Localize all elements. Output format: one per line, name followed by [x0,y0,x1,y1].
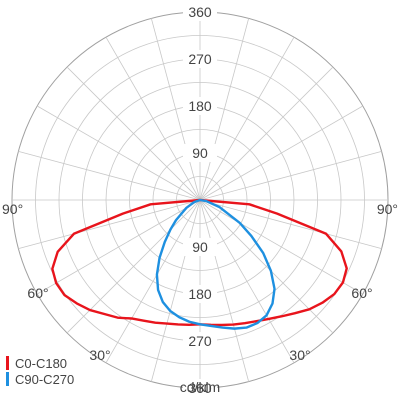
radial-tick-label: 360 [188,380,212,396]
tick-label-bg [183,285,217,303]
radial-tick-label: 180 [188,98,212,114]
radial-tick-label: 90 [192,145,208,161]
angle-label: 90° [377,201,398,217]
legend-label: C0-C180 [15,356,67,371]
series-curve-c90-c270 [155,198,276,330]
radial-tick-label: 90 [192,239,208,255]
tick-label-bg [183,50,217,68]
label-layer: 90 90 180 180 270 270 360 360 90° 60° 30° 90° 60° 30°… [2,3,398,397]
angle-label: 30° [89,347,110,363]
tick-label-bg [183,97,217,115]
series-curve-c0-c180 [51,198,348,327]
unit-label: cd/klm [180,379,220,395]
tick-label-bg [183,332,217,350]
series-layer [51,198,348,330]
legend-swatch [6,356,9,370]
tick-label-bg [183,144,217,162]
tick-label-bg [183,238,217,256]
radial-tick-label: 270 [188,51,212,67]
angle-label: 60° [351,285,372,301]
tick-label-bg [183,379,217,397]
radial-tick-label: 180 [188,286,212,302]
radial-tick-label: 270 [188,333,212,349]
tick-label-bg [183,3,217,21]
angle-label: 30° [289,347,310,363]
legend-label: C90-C270 [15,372,74,387]
angle-label: 60° [27,285,48,301]
angle-label: 90° [2,201,23,217]
legend-swatch [6,372,9,386]
radial-tick-label: 360 [188,4,212,20]
